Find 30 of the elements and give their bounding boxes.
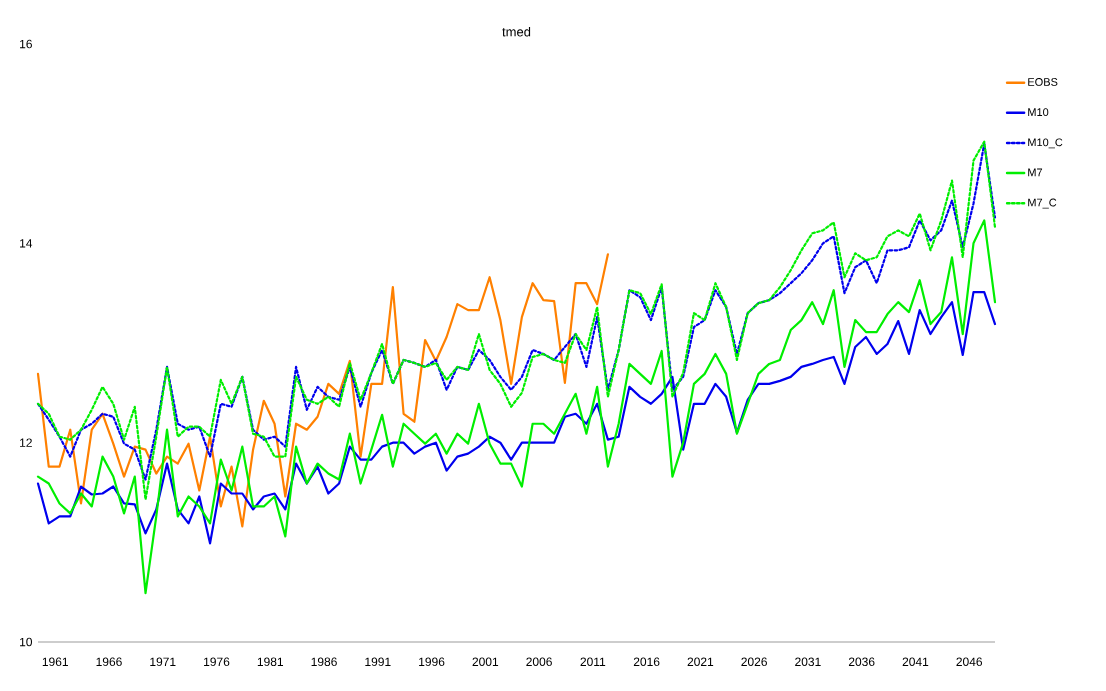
x-tick-label: 2021 <box>687 657 714 667</box>
x-tick-label: 1976 <box>204 657 230 667</box>
chart-title: tmed <box>502 26 531 37</box>
x-tick-label: 1971 <box>150 657 176 667</box>
legend-label: EOBS <box>1028 78 1058 86</box>
y-tick-label: 14 <box>20 239 33 248</box>
x-tick-label: 2046 <box>956 657 982 667</box>
y-tick-label: 10 <box>20 637 33 647</box>
y-tick-label: 12 <box>20 438 32 447</box>
line-series <box>36 219 997 595</box>
x-tick-label: 2026 <box>741 657 767 667</box>
x-tick-label: 1991 <box>365 657 391 667</box>
x-tick-label: 1986 <box>311 657 337 667</box>
x-tick-label: 2036 <box>848 657 875 667</box>
line-series <box>36 253 609 528</box>
legend-label: M7 <box>1028 168 1043 177</box>
x-tick-label: 2016 <box>633 657 660 667</box>
legend-label: M10 <box>1028 108 1049 117</box>
x-tick-label: 2001 <box>472 657 499 667</box>
x-tick-label: 1996 <box>419 657 445 667</box>
x-tick-label: 2041 <box>902 657 929 667</box>
x-tick-label: 1961 <box>42 657 68 667</box>
x-tick-label: 2006 <box>526 657 552 667</box>
x-tick-label: 2031 <box>795 657 821 667</box>
y-tick-label: 16 <box>20 39 32 49</box>
x-tick-label: 1981 <box>257 657 284 667</box>
legend-label: M7_C <box>1028 198 1057 209</box>
x-tick-label: 2011 <box>580 657 606 667</box>
legend-label: M10_C <box>1028 138 1063 149</box>
x-tick-label: 1966 <box>96 657 122 667</box>
